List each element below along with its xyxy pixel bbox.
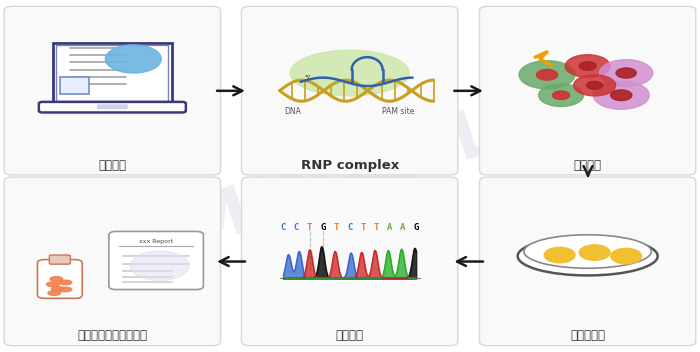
Text: DNA: DNA bbox=[284, 107, 301, 115]
Text: T: T bbox=[334, 224, 339, 232]
Text: PAM site: PAM site bbox=[382, 107, 415, 115]
Circle shape bbox=[579, 62, 596, 70]
Text: T: T bbox=[360, 224, 365, 232]
Ellipse shape bbox=[290, 50, 409, 96]
Text: T: T bbox=[307, 224, 312, 232]
Ellipse shape bbox=[517, 237, 658, 275]
Ellipse shape bbox=[50, 277, 62, 281]
Circle shape bbox=[587, 81, 603, 89]
FancyBboxPatch shape bbox=[241, 6, 458, 175]
Circle shape bbox=[544, 247, 575, 263]
Circle shape bbox=[566, 55, 610, 77]
Text: RNP complex: RNP complex bbox=[300, 159, 399, 172]
FancyBboxPatch shape bbox=[38, 102, 186, 112]
Circle shape bbox=[616, 68, 636, 78]
Text: C: C bbox=[281, 224, 286, 232]
Text: C: C bbox=[347, 224, 352, 232]
FancyBboxPatch shape bbox=[97, 104, 127, 109]
FancyBboxPatch shape bbox=[241, 177, 458, 346]
FancyBboxPatch shape bbox=[49, 255, 70, 264]
Circle shape bbox=[574, 75, 616, 96]
Circle shape bbox=[536, 69, 558, 80]
Circle shape bbox=[610, 90, 632, 101]
FancyBboxPatch shape bbox=[4, 177, 220, 346]
Text: 测序验证: 测序验证 bbox=[336, 329, 364, 341]
Text: A: A bbox=[400, 224, 405, 232]
FancyBboxPatch shape bbox=[4, 6, 220, 175]
Ellipse shape bbox=[59, 287, 71, 292]
FancyBboxPatch shape bbox=[480, 6, 696, 175]
Text: 单克隆形成: 单克隆形成 bbox=[570, 329, 605, 341]
FancyBboxPatch shape bbox=[56, 45, 168, 101]
FancyBboxPatch shape bbox=[37, 260, 82, 298]
Ellipse shape bbox=[46, 282, 59, 287]
Circle shape bbox=[130, 251, 189, 281]
FancyBboxPatch shape bbox=[60, 77, 89, 94]
Ellipse shape bbox=[48, 291, 60, 295]
Text: C: C bbox=[294, 224, 299, 232]
Ellipse shape bbox=[59, 280, 71, 285]
Text: 设计方案: 设计方案 bbox=[98, 159, 126, 172]
Text: 5': 5' bbox=[304, 75, 311, 81]
FancyBboxPatch shape bbox=[52, 43, 172, 103]
Text: 质检冻存（提供报告）: 质检冻存（提供报告） bbox=[77, 329, 147, 341]
Circle shape bbox=[610, 249, 641, 264]
Text: G: G bbox=[414, 224, 419, 232]
Ellipse shape bbox=[524, 235, 651, 268]
Circle shape bbox=[580, 245, 610, 260]
Text: T: T bbox=[374, 224, 379, 232]
Circle shape bbox=[105, 45, 162, 73]
Circle shape bbox=[539, 84, 583, 106]
Ellipse shape bbox=[51, 287, 64, 291]
Text: 细胞转染: 细胞转染 bbox=[574, 159, 601, 172]
Circle shape bbox=[519, 61, 575, 89]
Text: IMMOCELL: IMMOCELL bbox=[153, 84, 547, 268]
FancyBboxPatch shape bbox=[480, 177, 696, 346]
Text: A: A bbox=[387, 224, 392, 232]
Text: G: G bbox=[321, 224, 326, 232]
Circle shape bbox=[552, 91, 570, 100]
FancyBboxPatch shape bbox=[108, 232, 203, 289]
Text: xxx Report: xxx Report bbox=[139, 239, 173, 244]
Circle shape bbox=[594, 81, 650, 109]
Circle shape bbox=[599, 59, 652, 86]
